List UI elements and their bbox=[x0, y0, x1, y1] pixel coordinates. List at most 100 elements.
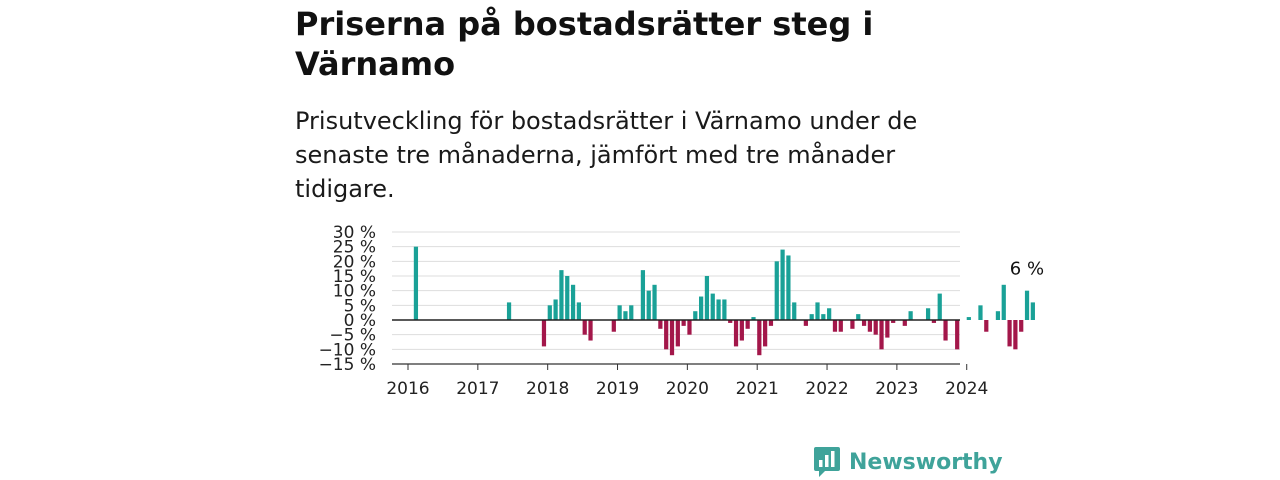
bar bbox=[739, 320, 744, 341]
bar bbox=[617, 305, 622, 320]
bar bbox=[1007, 320, 1012, 347]
bar bbox=[716, 299, 721, 320]
brand-name: Newsworthy bbox=[849, 449, 1003, 475]
bar bbox=[710, 293, 715, 320]
bar bbox=[681, 320, 686, 326]
bar bbox=[658, 320, 663, 329]
bar bbox=[611, 320, 616, 332]
y-tick-label: 0 % bbox=[344, 311, 376, 331]
bar bbox=[838, 320, 843, 332]
x-tick-label: 2022 bbox=[805, 379, 848, 399]
bar bbox=[570, 284, 576, 320]
bar bbox=[722, 299, 727, 320]
bar bbox=[891, 320, 896, 323]
bar bbox=[1019, 320, 1024, 332]
bar bbox=[955, 320, 960, 350]
bar bbox=[780, 249, 785, 320]
bar bbox=[413, 246, 419, 320]
bar bbox=[1024, 290, 1030, 320]
x-tick-label: 2023 bbox=[875, 379, 918, 399]
bar bbox=[693, 311, 698, 320]
bar bbox=[885, 320, 890, 338]
bar bbox=[827, 308, 832, 320]
bar bbox=[978, 305, 983, 320]
x-tick-label: 2016 bbox=[386, 379, 429, 399]
bar bbox=[728, 320, 733, 323]
x-tick-label: 2018 bbox=[526, 379, 569, 399]
bar bbox=[768, 320, 774, 326]
bar bbox=[646, 290, 651, 320]
bar bbox=[623, 311, 628, 320]
bar bbox=[966, 317, 971, 320]
bar bbox=[553, 299, 558, 320]
axes bbox=[392, 319, 960, 365]
bar bbox=[803, 320, 808, 326]
data-label: 6 % bbox=[1010, 259, 1044, 280]
bar bbox=[582, 320, 587, 335]
bar bbox=[547, 305, 552, 320]
bar bbox=[763, 320, 768, 347]
bar bbox=[733, 320, 739, 347]
bar bbox=[652, 284, 657, 320]
bar bbox=[815, 302, 820, 320]
bar bbox=[832, 320, 838, 332]
bar bbox=[873, 320, 878, 335]
x-tick-label: 2021 bbox=[736, 379, 779, 399]
bar bbox=[745, 320, 750, 329]
y-tick-label: −5 % bbox=[329, 326, 376, 346]
bar bbox=[908, 311, 913, 320]
bar bbox=[687, 320, 692, 335]
x-tick-label: 2020 bbox=[666, 379, 709, 399]
bar bbox=[506, 302, 512, 320]
bars bbox=[413, 246, 1035, 356]
bar bbox=[856, 314, 861, 320]
y-tick-label: 15 % bbox=[333, 267, 376, 287]
bar bbox=[1013, 320, 1018, 350]
bar bbox=[821, 314, 826, 320]
bar bbox=[559, 270, 564, 320]
bar bbox=[664, 320, 669, 350]
bar bbox=[786, 255, 791, 320]
bar bbox=[809, 314, 814, 320]
bar bbox=[576, 302, 581, 320]
newsworthy-brand: Newsworthy bbox=[813, 444, 1003, 480]
x-axis-ticks: 2016 2017 2018 2019 2020 2021 2022 2023 2024 bbox=[386, 364, 988, 399]
y-tick-label: 10 % bbox=[333, 282, 376, 302]
y-tick-label: −10 % bbox=[319, 340, 376, 360]
y-tick-label: −15 % bbox=[319, 355, 376, 375]
bar bbox=[943, 320, 948, 341]
x-tick-label: 2017 bbox=[456, 379, 499, 399]
bar bbox=[879, 320, 884, 350]
bar bbox=[704, 276, 710, 320]
y-tick-label: 20 % bbox=[333, 252, 376, 272]
bar bbox=[699, 296, 704, 320]
x-tick-label: 2019 bbox=[596, 379, 639, 399]
bar bbox=[995, 311, 1001, 320]
bar bbox=[669, 320, 675, 356]
annotations: 6 % bbox=[1010, 259, 1044, 280]
bar bbox=[931, 320, 937, 323]
bar bbox=[774, 261, 779, 320]
bar bbox=[1001, 284, 1006, 320]
bar bbox=[1030, 302, 1035, 320]
bar bbox=[867, 320, 872, 332]
bar bbox=[861, 320, 867, 326]
x-tick-label: 2024 bbox=[945, 379, 988, 399]
chart-subtitle: Prisutveckling för bostadsrätter i Värna… bbox=[295, 107, 918, 203]
bar bbox=[588, 320, 593, 341]
bar bbox=[792, 302, 797, 320]
bar bbox=[937, 293, 942, 320]
chart-title: Priserna på bostadsrätter steg i Värnamo bbox=[295, 5, 874, 83]
bar bbox=[902, 320, 907, 326]
bar bbox=[675, 320, 680, 347]
y-tick-label: 30 % bbox=[333, 223, 376, 243]
bar bbox=[757, 320, 762, 356]
y-axis-ticks: −15 %−10 %−5 %0 %5 %10 %15 %20 %25 %30 % bbox=[319, 223, 376, 375]
bar bbox=[925, 308, 931, 320]
y-tick-label: 5 % bbox=[344, 296, 376, 316]
bar bbox=[541, 320, 547, 347]
bar bbox=[629, 305, 634, 320]
bar bbox=[565, 276, 570, 320]
bar bbox=[984, 320, 989, 332]
